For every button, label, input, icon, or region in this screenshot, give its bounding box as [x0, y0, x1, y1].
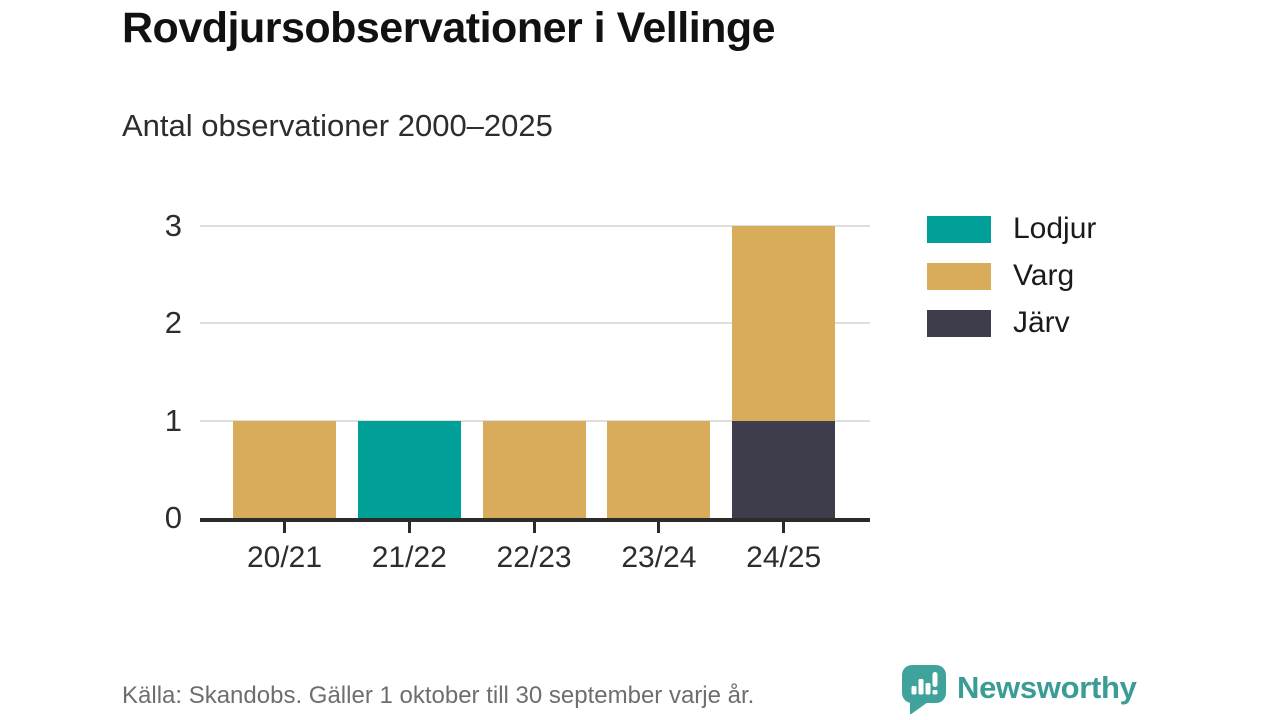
- newsworthy-logo: Newsworthy: [902, 665, 1137, 715]
- legend-item-lodjur: Lodjur: [927, 212, 1097, 245]
- legend-label-järv: Järv: [1013, 306, 1070, 339]
- x-axis-line: [200, 518, 870, 522]
- gridline-y-2: [200, 322, 870, 325]
- x-axis-tick-24-25: [782, 522, 786, 533]
- x-axis-label-23-24: 23/24: [621, 541, 697, 574]
- legend-item-järv: Järv: [927, 306, 1096, 339]
- y-axis-tick-label-2: 2: [164, 305, 182, 341]
- x-axis-label-22-23: 22/23: [496, 541, 572, 574]
- chart-subtitle: Antal observationer 2000–2025: [122, 108, 553, 143]
- legend-swatch-lodjur: [927, 215, 991, 243]
- bar-24-25-järv: [732, 420, 836, 518]
- x-axis-tick-23-24: [657, 522, 661, 533]
- source-note: Källa: Skandobs. Gäller 1 oktober till 3…: [122, 682, 755, 709]
- legend-item-varg: Varg: [927, 259, 1096, 292]
- legend-swatch-varg: [927, 262, 991, 290]
- x-axis-tick-21-22: [407, 522, 411, 533]
- x-axis-label-24-25: 24/25: [746, 541, 822, 574]
- page-title: Rovdjursobservationer i Vellinge: [122, 4, 776, 52]
- y-axis-tick-label-3: 3: [164, 208, 182, 243]
- bar-21-22-lodjur: [357, 420, 461, 518]
- bar-20-21-varg: [233, 420, 336, 518]
- gridline-y-3: [200, 225, 870, 227]
- y-axis-tick-label-1: 1: [164, 402, 182, 438]
- bar-22-23-varg: [482, 420, 586, 518]
- x-axis-tick-22-23: [532, 522, 536, 533]
- legend: Lodjur Varg Järv: [927, 212, 1097, 356]
- legend-swatch-järv: [927, 309, 991, 337]
- newsworthy-logo-text: Newsworthy: [957, 670, 1137, 705]
- bar-23-24-varg: [607, 420, 711, 518]
- x-axis-label-20-21: 20/21: [246, 541, 323, 574]
- x-axis-label-21-22: 21/22: [371, 541, 447, 574]
- legend-label-lodjur: Lodjur: [1013, 212, 1097, 245]
- y-axis-tick-label-0: 0: [164, 500, 182, 535]
- legend-label-varg: Varg: [1013, 259, 1075, 292]
- plot-area: [200, 225, 870, 518]
- x-axis-tick-20-21: [283, 522, 286, 533]
- newsworthy-logo-icon: [902, 665, 946, 715]
- bar-24-25-varg: [732, 226, 836, 421]
